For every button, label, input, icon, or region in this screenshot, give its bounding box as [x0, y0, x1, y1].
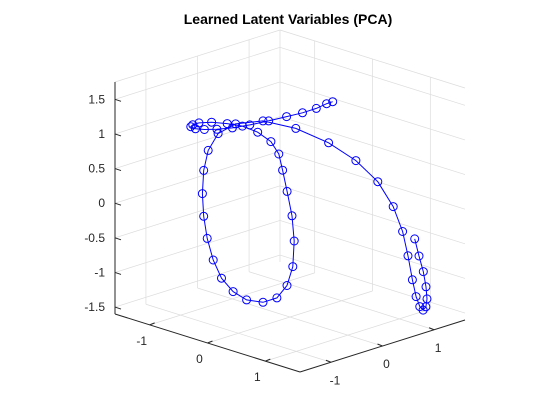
- data-point-marker: [217, 273, 226, 283]
- x-tick-mark: [265, 358, 271, 362]
- chart-title: Learned Latent Variables (PCA): [184, 11, 393, 27]
- data-point-marker: [414, 251, 424, 261]
- y-tick-label: -1: [330, 373, 341, 387]
- data-point-marker: [213, 129, 223, 139]
- z-tick-mark: [114, 202, 122, 206]
- series-trajectory: [186, 97, 432, 315]
- data-point-marker: [202, 233, 212, 243]
- data-point-marker: [264, 116, 274, 126]
- data-point-marker: [207, 117, 217, 127]
- box-top-edge-right: [279, 29, 466, 89]
- data-point-marker: [228, 287, 238, 297]
- data-point-marker: [289, 236, 299, 246]
- data-point-marker: [258, 297, 268, 307]
- data-point-marker: [258, 116, 268, 126]
- y-tick-label: 1: [435, 341, 442, 355]
- y-grid-line-floor: [145, 303, 332, 363]
- data-point-marker: [407, 275, 417, 285]
- y-tick-mark: [377, 343, 383, 347]
- z-tick-label: -0.5: [84, 231, 105, 245]
- z-tick-label: -1.5: [84, 300, 105, 314]
- data-point-marker: [203, 145, 213, 155]
- x-tick-mark: [149, 322, 155, 326]
- data-point-marker: [199, 211, 209, 221]
- data-point-marker: [282, 281, 292, 290]
- data-point-marker: [266, 137, 276, 147]
- data-point-marker: [421, 282, 431, 292]
- data-point-marker: [388, 202, 398, 212]
- data-point-marker: [373, 177, 383, 187]
- data-point-marker: [351, 156, 361, 166]
- data-point-marker: [199, 165, 209, 175]
- z-tick-mark: [114, 133, 122, 137]
- data-point-marker: [231, 119, 241, 129]
- z-tick-label: 0: [98, 196, 105, 210]
- z-tick-label: 1.5: [88, 92, 105, 106]
- data-point-marker: [208, 255, 218, 265]
- y-tick-mark: [325, 359, 332, 363]
- data-point-marker: [278, 165, 288, 175]
- y-grid-line-floor: [197, 287, 383, 347]
- data-point-marker: [274, 149, 284, 159]
- grid: [114, 29, 466, 363]
- z-tick-label: 1: [98, 127, 105, 141]
- data-point-marker: [322, 99, 332, 109]
- data-point-marker: [199, 125, 209, 134]
- z-tick-label: -1: [94, 265, 105, 279]
- box-top-edge-left: [114, 29, 281, 83]
- data-point-marker: [411, 292, 421, 302]
- y-grid-line-floor: [248, 271, 435, 331]
- data-point-marker: [287, 211, 297, 221]
- data-point-marker: [194, 118, 204, 128]
- data-point-marker: [418, 267, 428, 277]
- axes-box: [114, 82, 466, 373]
- data-point-marker: [188, 120, 198, 130]
- data-point-marker: [422, 294, 432, 304]
- data-point-marker: [311, 103, 321, 113]
- data-point-marker: [291, 123, 301, 133]
- data-point-marker: [410, 234, 420, 244]
- z-tick-mark: [114, 98, 122, 102]
- data-point-marker: [418, 305, 428, 315]
- data-point-marker: [242, 295, 252, 305]
- data-point-marker: [237, 121, 247, 131]
- data-point-marker: [186, 122, 196, 132]
- z-tick-mark: [114, 271, 122, 275]
- data-point-marker: [298, 108, 307, 118]
- data-point-marker: [403, 251, 413, 261]
- z-tick-mark: [114, 237, 122, 241]
- data-point-marker: [324, 138, 334, 148]
- z-tick-label: 0.5: [88, 162, 105, 176]
- data-point-marker: [282, 112, 292, 122]
- y-tick-label: 0: [383, 357, 390, 371]
- data-point-marker: [253, 127, 263, 137]
- data-point-marker: [282, 186, 292, 196]
- data-point-marker: [398, 227, 408, 236]
- x-tick-label: 0: [196, 352, 203, 366]
- x-tick-label: 1: [254, 370, 261, 384]
- data-point-marker: [328, 97, 338, 107]
- x-tick-mark: [207, 340, 213, 344]
- data-point-marker: [197, 189, 207, 199]
- y-tick-mark: [428, 327, 435, 331]
- data-point-marker: [212, 124, 222, 134]
- data-point-marker: [272, 293, 282, 303]
- data-point-marker: [288, 262, 298, 272]
- x-tick-label: -1: [136, 334, 147, 348]
- z-tick-mark: [114, 306, 122, 310]
- tick-labels: -1.5 -1 -0.5 0 0.5 1 1.5 -1 0 1 -1 0 1: [84, 92, 441, 387]
- z-tick-mark: [114, 168, 122, 172]
- series-line: [189, 101, 428, 311]
